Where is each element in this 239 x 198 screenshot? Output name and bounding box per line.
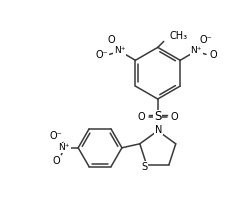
Text: O⁻: O⁻: [50, 131, 63, 141]
Text: O: O: [137, 112, 145, 122]
Text: S: S: [142, 162, 148, 172]
Text: O⁻: O⁻: [200, 35, 212, 45]
Text: N⁺: N⁺: [190, 46, 202, 55]
Text: O: O: [171, 112, 179, 122]
Text: N: N: [155, 125, 163, 135]
Text: O⁻: O⁻: [95, 50, 108, 60]
Text: N⁺: N⁺: [59, 143, 70, 152]
Text: O: O: [108, 35, 115, 45]
Text: N⁺: N⁺: [114, 46, 125, 55]
Text: O: O: [209, 50, 217, 60]
Text: O: O: [53, 156, 60, 166]
Text: CH₃: CH₃: [170, 31, 188, 41]
Text: S: S: [154, 110, 162, 123]
